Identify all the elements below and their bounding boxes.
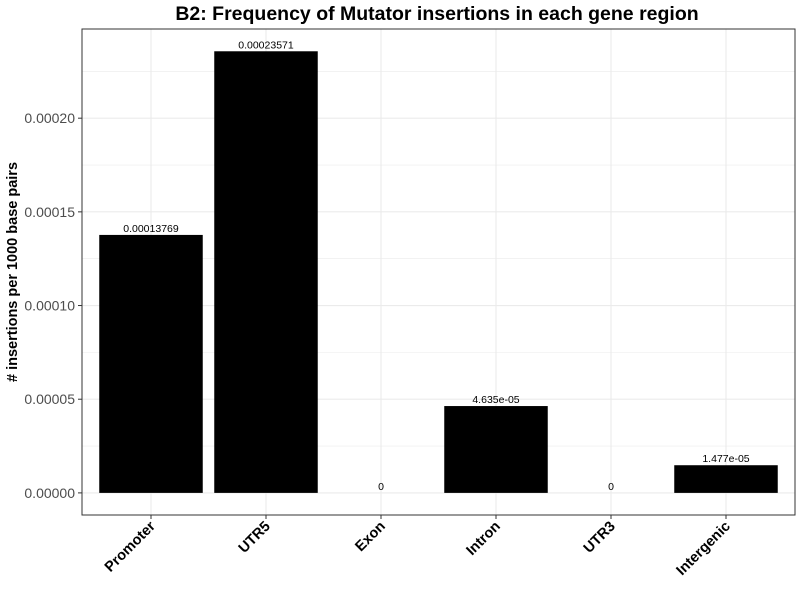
data-label-intron: 4.635e-05 [472, 394, 519, 406]
x-tick-label-utr5: UTR5 [236, 519, 274, 557]
x-tick-label-intergenic: Intergenic [674, 519, 734, 579]
x-tick-label-utr3: UTR3 [581, 519, 619, 557]
data-label-utr3: 0 [608, 481, 614, 493]
x-tick-label-promoter: Promoter [102, 518, 159, 575]
bar-utr5 [214, 51, 318, 493]
y-tick-label: 0.00015 [24, 204, 75, 220]
panel-border [81, 28, 796, 516]
data-label-utr5: 0.00023571 [238, 39, 294, 51]
y-tick-label: 0.00010 [24, 298, 75, 314]
bar-intergenic [674, 465, 778, 493]
y-tick-label: 0.00000 [24, 485, 75, 501]
bar-intron [444, 406, 548, 493]
bar-promoter [99, 234, 203, 493]
y-axis: 0.00000 0.00005 0.00010 0.00015 0.00020 [24, 110, 82, 501]
x-tick-label-intron: Intron [463, 519, 503, 559]
data-label-promoter: 0.00013769 [123, 223, 179, 235]
chart-title: B2: Frequency of Mutator insertions in e… [175, 3, 698, 25]
bars [99, 51, 778, 493]
y-axis-title: # insertions per 1000 base pairs [5, 162, 21, 382]
data-labels: 0.00013769 0.00023571 0 4.635e-05 0 1.477e-05 [123, 39, 750, 493]
data-label-exon: 0 [378, 481, 384, 493]
data-label-intergenic: 1.477e-05 [702, 453, 749, 465]
x-tick-label-exon: Exon [352, 519, 388, 555]
y-tick-label: 0.00005 [24, 391, 75, 407]
y-tick-label: 0.00020 [24, 110, 75, 126]
x-axis: Promoter UTR5 Exon Intron UTR3 Intergenic [102, 515, 734, 579]
